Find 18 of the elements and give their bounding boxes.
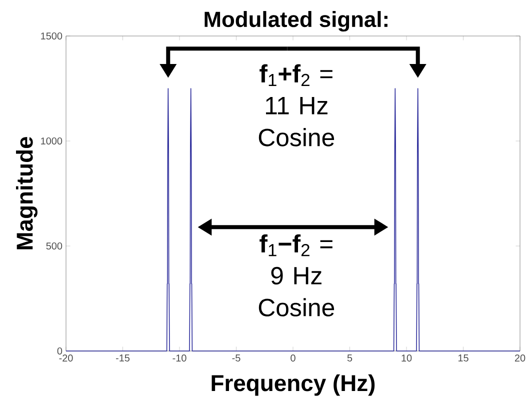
x-tick-label: -5: [232, 354, 240, 362]
x-tick-label: 15: [458, 354, 468, 362]
annotation: f$_{1}$+f$_{2}$ = 11 Hz Cosine: [258, 64, 334, 146]
x-axis-title: Frequency (Hz): [212, 374, 375, 396]
x-tick-label: 10: [402, 354, 412, 362]
x-tick-label: 20: [514, 354, 526, 362]
x-tick-label: 5: [347, 354, 352, 362]
x-tick-label: -20: [59, 354, 73, 362]
y-tick-label: 1500: [41, 32, 62, 40]
y-tick-label: 500: [46, 242, 62, 250]
annotation: f$_{1}$−f$_{2}$ = 9 Hz Cosine: [258, 234, 334, 316]
chart-title: Modulated signal:: [204, 11, 388, 32]
y-tick-label: 0: [57, 347, 62, 355]
x-tick-label: -10: [172, 354, 186, 362]
y-axis-title: Magnitude: [16, 136, 38, 250]
x-tick-label: 0: [290, 354, 296, 362]
x-tick-label: -15: [116, 354, 130, 362]
y-tick-label: 1000: [41, 137, 62, 145]
